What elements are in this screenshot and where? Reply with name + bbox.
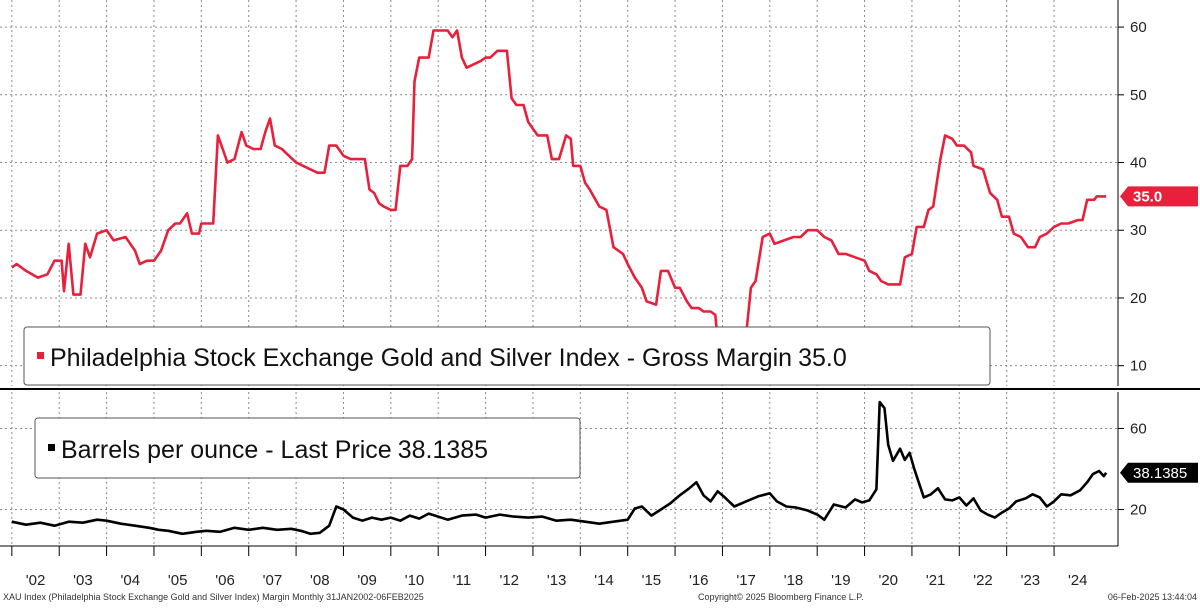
x-tick-label: '12: [499, 572, 519, 589]
x-tick-label: '22: [973, 572, 993, 589]
x-tick-label: '17: [736, 572, 756, 589]
x-tick-label: '03: [73, 572, 93, 589]
top-y-tick-label: 50: [1130, 87, 1147, 104]
x-tick-label: '04: [120, 572, 140, 589]
bottom-y-tick-label: 20: [1130, 502, 1147, 519]
x-tick-label: '07: [263, 572, 283, 589]
x-tick-label: '02: [26, 572, 46, 589]
x-tick-label: '13: [547, 572, 567, 589]
footer-timestamp: 06-Feb-2025 13:44:04: [1108, 592, 1197, 602]
x-tick-label: '18: [784, 572, 804, 589]
top-y-tick-label: 60: [1130, 19, 1147, 36]
barrels-legend-swatch: [48, 444, 55, 451]
top-y-tick-label: 20: [1130, 290, 1147, 307]
svg-text:Philadelphia Stock Exchange Go: Philadelphia Stock Exchange Gold and Sil…: [50, 344, 847, 372]
x-tick-label: '11: [453, 572, 471, 589]
gross-margin-legend: Philadelphia Stock Exchange Gold and Sil…: [23, 326, 991, 386]
x-tick-label: '15: [642, 572, 662, 589]
x-tick-label: '14: [594, 572, 614, 589]
top-y-tick-label: 30: [1130, 222, 1147, 239]
x-tick-label: '08: [310, 572, 330, 589]
footer-copyright: Copyright© 2025 Bloomberg Finance L.P.: [698, 592, 864, 602]
x-axis-ticks: '02 '03 '04 '05 '06 '07 '08 '09 '10 '11 '12 '13 '14 '…: [11, 546, 1088, 589]
barrels-last-value-tag: 38.1385: [1120, 462, 1198, 483]
x-tick-label: '16: [689, 572, 709, 589]
gross-margin-legend-label: Philadelphia Stock Exchange Gold and Sil…: [50, 344, 792, 372]
x-tick-label: '20: [878, 572, 898, 589]
barrels-last-value: 38.1385: [1133, 465, 1187, 482]
gross-margin-line: [11, 29, 1107, 367]
bottom-y-tick-label: 60: [1130, 420, 1147, 437]
svg-text:Barrels per ounce - Last Price: Barrels per ounce - Last Price 38.1385: [61, 436, 488, 464]
x-tick-label: '19: [831, 572, 851, 589]
gross-margin-legend-swatch: [37, 352, 44, 359]
x-tick-label: '10: [405, 572, 425, 589]
gross-margin-last-value: 35.0: [1133, 188, 1162, 205]
top-panel-gridlines: [0, 26, 1118, 367]
x-tick-label: '09: [357, 572, 377, 589]
barrels-legend-label: Barrels per ounce - Last Price: [61, 436, 392, 464]
gross-margin-last-value-tag: 35.0: [1120, 186, 1198, 207]
gross-margin-legend-value: 35.0: [798, 344, 847, 372]
x-tick-label: '21: [926, 572, 946, 589]
x-tick-label: '06: [215, 572, 235, 589]
top-y-tick-label: 40: [1130, 155, 1147, 172]
barrels-legend-value: 38.1385: [398, 436, 488, 464]
barrels-legend: Barrels per ounce - Last Price 38.1385: [34, 417, 581, 479]
footer-source: XAU Index (Philadelphia Stock Exchange G…: [3, 592, 424, 602]
x-tick-label: '23: [1021, 572, 1041, 589]
top-y-tick-label: 10: [1130, 358, 1147, 375]
barrels-per-ounce-line: [11, 400, 1108, 536]
x-tick-label: '24: [1068, 572, 1088, 589]
top-y-ticks: 10 20 30 40 50 60: [1118, 19, 1147, 375]
x-tick-label: '05: [168, 572, 188, 589]
